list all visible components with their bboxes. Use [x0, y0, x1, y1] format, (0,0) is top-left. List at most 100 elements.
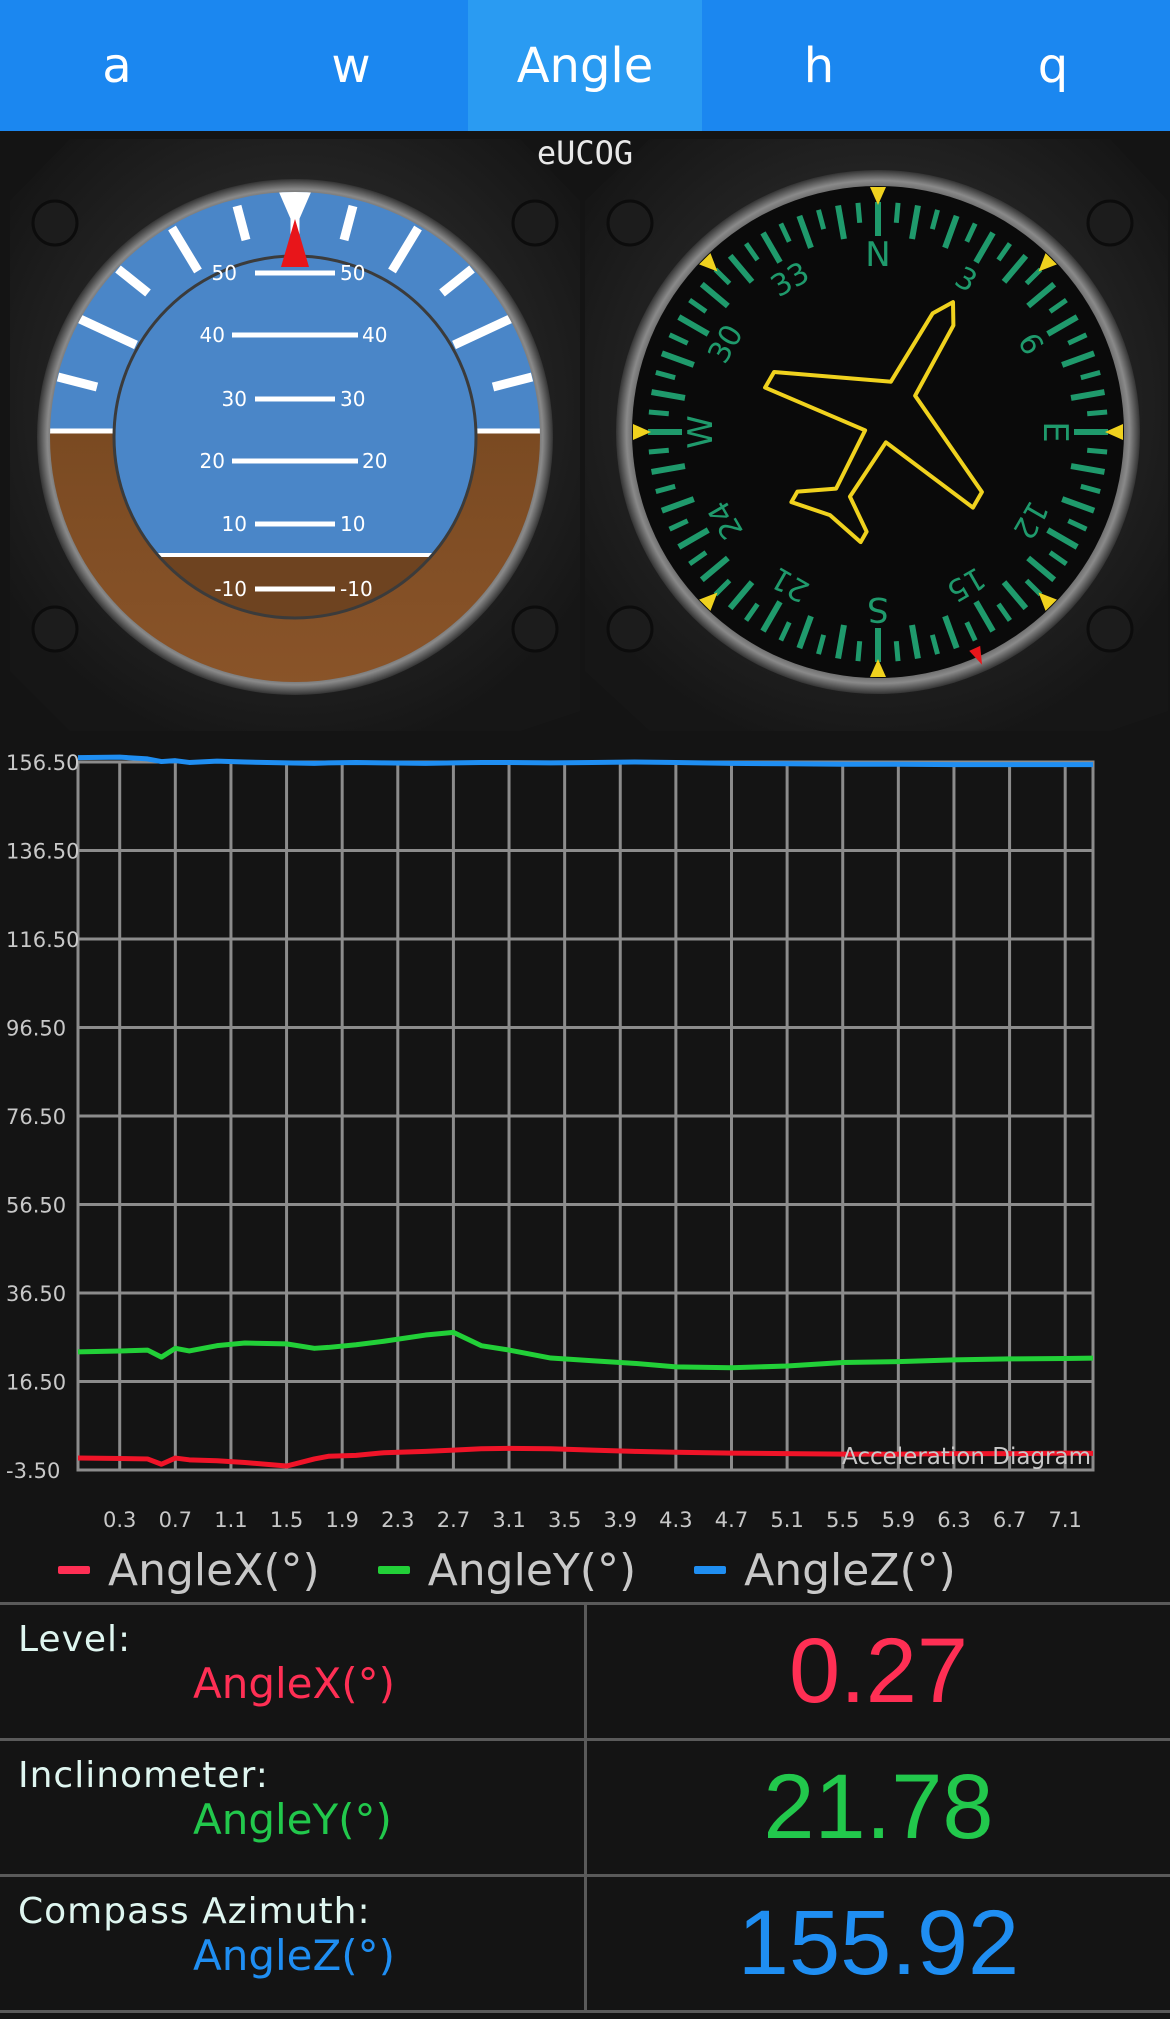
angle-chart: 156.50 136.50 116.50 96.50 76.50 56.50 36.50 16…	[6, 751, 1095, 1532]
compass-tick	[835, 204, 847, 240]
series-line-anglex	[77, 1445, 1094, 1469]
reading-label-cell: Compass Azimuth: AngleZ(°)	[0, 1877, 587, 2010]
tab-h[interactable]: h	[803, 37, 835, 94]
compass-tick	[835, 624, 847, 660]
y-tick-label: -3.50	[6, 1459, 60, 1483]
reading-sub-anglez: AngleZ(°)	[193, 1931, 396, 1980]
compass-tick	[1024, 267, 1043, 286]
compass-tick	[1026, 281, 1057, 309]
x-tick-label: 2.3	[381, 1508, 414, 1532]
x-tick-label: 3.5	[548, 1508, 581, 1532]
compass-tick	[1070, 389, 1106, 401]
compass-bezel-marks	[633, 187, 1123, 677]
compass-tick	[796, 615, 814, 650]
y-tick-label: 136.50	[6, 840, 79, 864]
compass-tick	[1046, 527, 1079, 550]
compass-tick	[699, 281, 730, 309]
compass-tick	[973, 600, 996, 633]
compass-tick	[648, 409, 670, 417]
x-tick-label: 5.9	[882, 1508, 915, 1532]
series-line-angley	[77, 1329, 1094, 1371]
compass-tick	[1070, 463, 1106, 475]
tab-angle[interactable]: Angle	[468, 0, 702, 131]
compass-tick	[648, 447, 670, 455]
compass-tick	[660, 350, 695, 368]
compass-tick	[1080, 483, 1101, 494]
reading-row-level: Level: AngleX(°) 0.27	[0, 1605, 1170, 1741]
compass-tick	[727, 253, 755, 284]
pitch-label-10-right: 10	[340, 512, 365, 536]
compass-tick	[816, 634, 827, 655]
compass-tick	[996, 602, 1012, 622]
legend-label-anglex: AngleX(°)	[108, 1544, 320, 1596]
compass-tick	[893, 640, 901, 662]
chart-title: Acceleration Diagram	[842, 1444, 1091, 1470]
compass-tick	[973, 231, 996, 264]
compass-tick	[909, 624, 921, 660]
compass-tick	[1048, 298, 1068, 314]
tab-bar: a w Angle h q	[0, 0, 1170, 131]
heading-pointer-icon	[969, 645, 983, 665]
compass-tick	[929, 209, 940, 230]
x-tick-label: 5.1	[770, 1508, 803, 1532]
chart-legend: AngleX(°) AngleY(°) AngleZ(°)	[0, 1535, 1170, 1605]
x-tick-label: 1.5	[270, 1508, 303, 1532]
legend-item-angley: AngleY(°)	[377, 1545, 636, 1596]
compass-tick	[727, 580, 755, 611]
readings-table: Level: AngleX(°) 0.27 Inclinometer: Angl…	[0, 1602, 1170, 2019]
pitch-label-10-left: 10	[222, 512, 247, 536]
compass-tick	[1046, 314, 1079, 337]
y-tick-label: 56.50	[6, 1194, 66, 1218]
compass-tick	[677, 527, 710, 550]
compass-tick	[713, 578, 732, 597]
compass-tick	[1026, 555, 1057, 583]
compass-tick	[929, 634, 940, 655]
compass-tick	[996, 242, 1012, 262]
legend-item-anglex: AngleX(°)	[58, 1545, 320, 1596]
x-tick-label: 4.3	[659, 1508, 692, 1532]
x-tick-label: 0.3	[103, 1508, 136, 1532]
tab-a[interactable]: a	[102, 37, 132, 94]
legend-swatch-anglex	[58, 1566, 90, 1574]
compass-tick	[778, 621, 792, 642]
gauges-panel: 50 50 40 40 30 30 20 20 10 10 -10 -10 N …	[10, 139, 1168, 731]
compass-tick	[942, 214, 960, 249]
compass-tick	[699, 555, 730, 583]
y-tick-label: 156.50	[6, 751, 79, 775]
reading-value-angley: 21.78	[763, 1756, 994, 1858]
compass-tick	[744, 602, 760, 622]
compass-tick	[655, 370, 676, 381]
series-line-anglez	[77, 754, 1093, 768]
compass-tick	[744, 242, 760, 262]
x-tick-label: 4.7	[715, 1508, 748, 1532]
legend-label-anglez: AngleZ(°)	[744, 1544, 956, 1596]
x-tick-label: 0.7	[159, 1508, 192, 1532]
compass-tick	[668, 332, 689, 346]
tab-q[interactable]: q	[1037, 37, 1069, 94]
y-tick-label: 76.50	[6, 1105, 66, 1129]
compass-tick	[796, 214, 814, 249]
reading-sub-angley: AngleY(°)	[193, 1795, 392, 1844]
device-name: eUCOG	[536, 134, 634, 172]
reading-row-inclinometer: Inclinometer: AngleY(°) 21.78	[0, 1741, 1170, 1877]
compass-tick	[1001, 580, 1029, 611]
legend-swatch-anglez	[694, 1566, 727, 1574]
x-tick-label: 3.9	[604, 1508, 637, 1532]
compass-tick	[688, 298, 708, 314]
compass-s: S	[867, 589, 889, 629]
tab-w[interactable]: w	[331, 37, 371, 94]
pitch-label-30-left: 30	[222, 387, 247, 411]
compass-n: N	[865, 235, 890, 275]
compass-tick	[964, 621, 978, 642]
pitch-label-40-right: 40	[362, 323, 387, 347]
x-tick-label: 5.5	[826, 1508, 859, 1532]
reading-label-cell: Level: AngleX(°)	[0, 1605, 587, 1738]
compass-tick	[1080, 370, 1101, 381]
compass-tick	[855, 640, 863, 662]
pitch-label-40-left: 40	[200, 323, 225, 347]
compass-tick	[909, 204, 921, 240]
reading-title-inclinometer: Inclinometer:	[18, 1755, 269, 1796]
compass-tick	[1067, 518, 1088, 532]
compass-tick	[1024, 578, 1043, 597]
compass-tick	[1061, 496, 1096, 514]
